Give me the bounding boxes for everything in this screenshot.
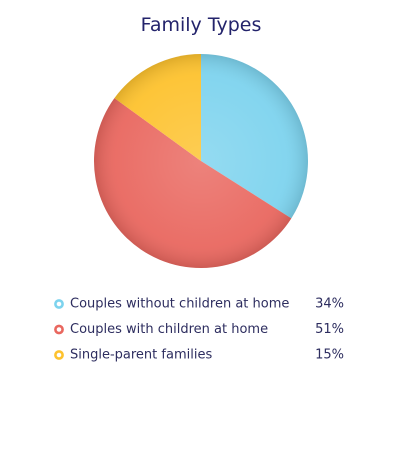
legend-value: 15% <box>315 348 344 363</box>
legend-label: Couples without children at home <box>70 297 289 312</box>
legend-label: Single-parent families <box>70 348 212 363</box>
legend-marker <box>54 299 64 309</box>
legend: Couples without children at home 34% Coupl… <box>54 297 344 363</box>
legend-label: Couples with children at home <box>70 322 268 337</box>
legend-marker <box>54 324 64 335</box>
chart-title: Family Types <box>141 14 262 36</box>
pie <box>93 54 308 269</box>
legend-value: 34% <box>315 297 344 312</box>
legend-value: 51% <box>315 322 344 337</box>
legend-marker <box>54 350 64 360</box>
